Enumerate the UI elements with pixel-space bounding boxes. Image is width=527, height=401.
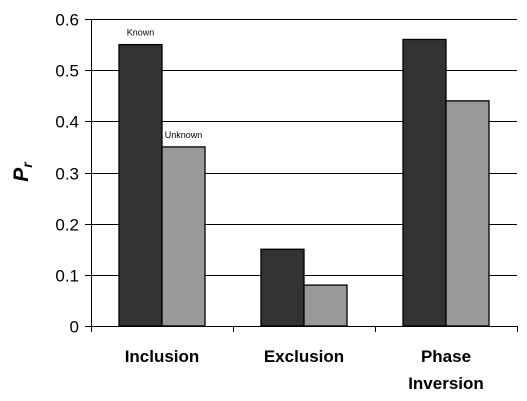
bar-unknown-exclusion: [303, 284, 348, 327]
data-annotations: Known Unknown: [127, 28, 203, 140]
bar-annotation: Unknown: [165, 130, 203, 140]
x-category-labels: Inclusion Exclusion Phase Inversion: [125, 347, 484, 393]
bars: [118, 38, 490, 327]
y-tick-label: 0.3: [55, 165, 79, 184]
y-tick-label: 0.5: [55, 62, 79, 81]
y-tick-label: 0.1: [55, 267, 79, 286]
bar-unknown-phase-inversion: [445, 100, 490, 327]
bar-unknown-inclusion: [161, 146, 206, 327]
y-tick-label: 0: [70, 318, 79, 337]
x-category-label: Exclusion: [264, 347, 344, 366]
y-tick-labels: 0 0.1 0.2 0.3 0.4 0.5 0.6: [55, 11, 79, 337]
bar-known-phase-inversion: [402, 38, 447, 327]
y-axis-label: Pr: [10, 161, 35, 182]
axes: [85, 19, 518, 332]
bar-known-exclusion: [260, 248, 305, 327]
y-tick-label: 0.6: [55, 11, 79, 30]
y-tick-label: 0.4: [55, 113, 79, 132]
x-category-label: Phase Inversion: [408, 347, 484, 393]
bar-known-inclusion: [118, 43, 163, 327]
y-tick-label: 0.2: [55, 216, 79, 235]
x-category-label: Inclusion: [125, 347, 200, 366]
bar-annotation: Known: [127, 28, 155, 38]
y-axis-label-subscript: r: [19, 161, 35, 168]
y-axis-label-main: P: [10, 167, 33, 182]
